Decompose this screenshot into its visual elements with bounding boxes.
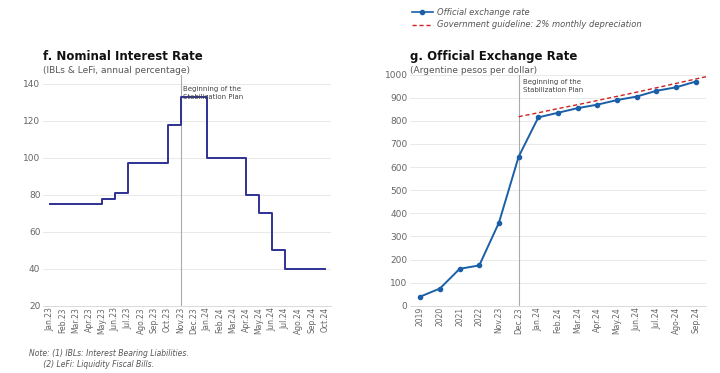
Text: f. Nominal Interest Rate: f. Nominal Interest Rate <box>43 50 203 63</box>
Text: (IBLs & LeFi, annual percentage): (IBLs & LeFi, annual percentage) <box>43 66 190 75</box>
Text: (Argentine pesos per dollar): (Argentine pesos per dollar) <box>410 66 538 75</box>
Text: Note: (1) IBLs: Interest Bearing Liabilities.: Note: (1) IBLs: Interest Bearing Liabili… <box>29 349 189 358</box>
Text: Beginning of the
Stabilization Plan: Beginning of the Stabilization Plan <box>523 79 582 93</box>
Text: (2) LeFi: Liquidity Fiscal Bills.: (2) LeFi: Liquidity Fiscal Bills. <box>29 360 154 369</box>
Text: Beginning of the
Stabilization Plan: Beginning of the Stabilization Plan <box>184 86 243 100</box>
Text: g. Official Exchange Rate: g. Official Exchange Rate <box>410 50 577 63</box>
Legend: Official exchange rate, Government guideline: 2% monthly depreciation: Official exchange rate, Government guide… <box>409 5 645 33</box>
